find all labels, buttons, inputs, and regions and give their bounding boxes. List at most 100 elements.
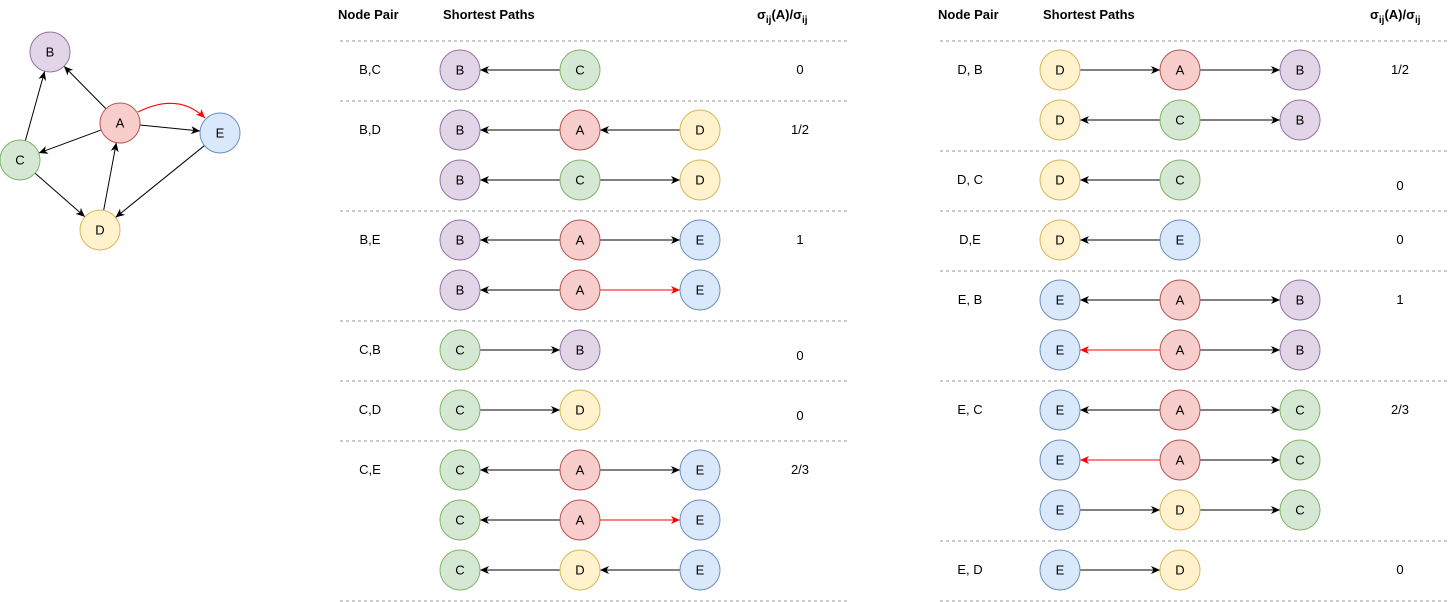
node-label: C: [1295, 503, 1304, 518]
node-label: B: [456, 283, 465, 298]
graph-node-b: B: [29, 31, 71, 73]
node-label: E: [1056, 563, 1065, 578]
node-circle: [439, 329, 481, 371]
path-node-d: D: [679, 109, 721, 151]
path-node-a: A: [559, 499, 601, 541]
node-circle: [0, 139, 41, 181]
node-circle: [99, 102, 141, 144]
path-node-c: C: [1279, 439, 1321, 481]
node-circle: [1159, 279, 1201, 321]
path-node-c: C: [439, 549, 481, 591]
graph-edge-c-b: [24, 71, 47, 141]
node-label: C: [1175, 113, 1184, 128]
header-ratio-mid: (A)/σ: [771, 7, 802, 22]
node-label: C: [455, 343, 464, 358]
node-circle: [679, 269, 721, 311]
node-label: D: [95, 223, 104, 238]
path-node-e: E: [679, 269, 721, 311]
path-node-c: C: [1159, 99, 1201, 141]
node-label: C: [1175, 173, 1184, 188]
path-node-e: E: [679, 549, 721, 591]
node-pair-label: B,C: [359, 62, 381, 77]
node-label: C: [1295, 453, 1304, 468]
node-circle: [439, 159, 481, 201]
path-node-a: A: [1159, 279, 1201, 321]
node-label: A: [576, 123, 585, 138]
path-node-d: D: [1039, 49, 1081, 91]
node-circle: [1279, 49, 1321, 91]
node-pair-label: E, B: [958, 292, 983, 307]
graph-node-e: E: [199, 112, 241, 154]
node-label: D: [695, 173, 704, 188]
node-circle: [1159, 549, 1201, 591]
node-label: E: [696, 463, 705, 478]
node-pair-label: D, C: [957, 172, 983, 187]
header-ratio-sub: ij: [766, 15, 772, 26]
path-node-c: C: [439, 389, 481, 431]
node-label: E: [1056, 453, 1065, 468]
graph-node-c: C: [0, 139, 41, 181]
path-node-e: E: [679, 449, 721, 491]
node-circle: [559, 269, 601, 311]
header-ratio: σij(A)/σij: [757, 7, 808, 26]
node-circle: [1039, 159, 1081, 201]
path-node-c: C: [1159, 159, 1201, 201]
node-label: B: [456, 63, 465, 78]
path-node-e: E: [1159, 219, 1201, 261]
node-circle: [559, 449, 601, 491]
path-node-b: B: [439, 269, 481, 311]
node-circle: [1159, 159, 1201, 201]
header-node-pair: Node Pair: [938, 7, 999, 22]
node-circle: [439, 389, 481, 431]
node-label: A: [1176, 453, 1185, 468]
node-label: C: [455, 563, 464, 578]
table-row: B,D 1/2 B A D B C D: [359, 109, 809, 201]
node-label: A: [576, 513, 585, 528]
ratio-value: 0: [796, 62, 803, 77]
ratio-value: 2/3: [1391, 402, 1409, 417]
node-circle: [1039, 279, 1081, 321]
table-row: C,B 0C B: [359, 329, 804, 371]
graph-edge-c-d: [34, 172, 86, 218]
path-node-c: C: [439, 329, 481, 371]
node-circle: [679, 549, 721, 591]
node-label: D: [1175, 503, 1184, 518]
graph-edge-d-a: [103, 142, 119, 211]
node-label: D: [1055, 233, 1064, 248]
node-circle: [559, 499, 601, 541]
node-circle: [559, 159, 601, 201]
node-label: B: [46, 45, 55, 60]
ratio-value: 0: [796, 408, 803, 423]
path-node-e: E: [679, 219, 721, 261]
node-label: B: [1296, 63, 1305, 78]
node-circle: [1279, 389, 1321, 431]
ratio-value: 0: [1396, 562, 1403, 577]
path-node-a: A: [559, 449, 601, 491]
node-label: C: [15, 153, 24, 168]
node-circle: [1159, 99, 1201, 141]
node-circle: [439, 269, 481, 311]
table-row: D, C 0D C: [957, 159, 1404, 201]
path-node-a: A: [559, 109, 601, 151]
ratio-value: 1/2: [791, 122, 809, 137]
node-label: A: [1176, 403, 1185, 418]
node-circle: [1279, 279, 1321, 321]
path-node-e: E: [1039, 329, 1081, 371]
path-node-a: A: [1159, 389, 1201, 431]
node-label: D: [575, 563, 584, 578]
node-circle: [1159, 329, 1201, 371]
node-circle: [1039, 219, 1081, 261]
node-pair-label: C,E: [359, 462, 381, 477]
